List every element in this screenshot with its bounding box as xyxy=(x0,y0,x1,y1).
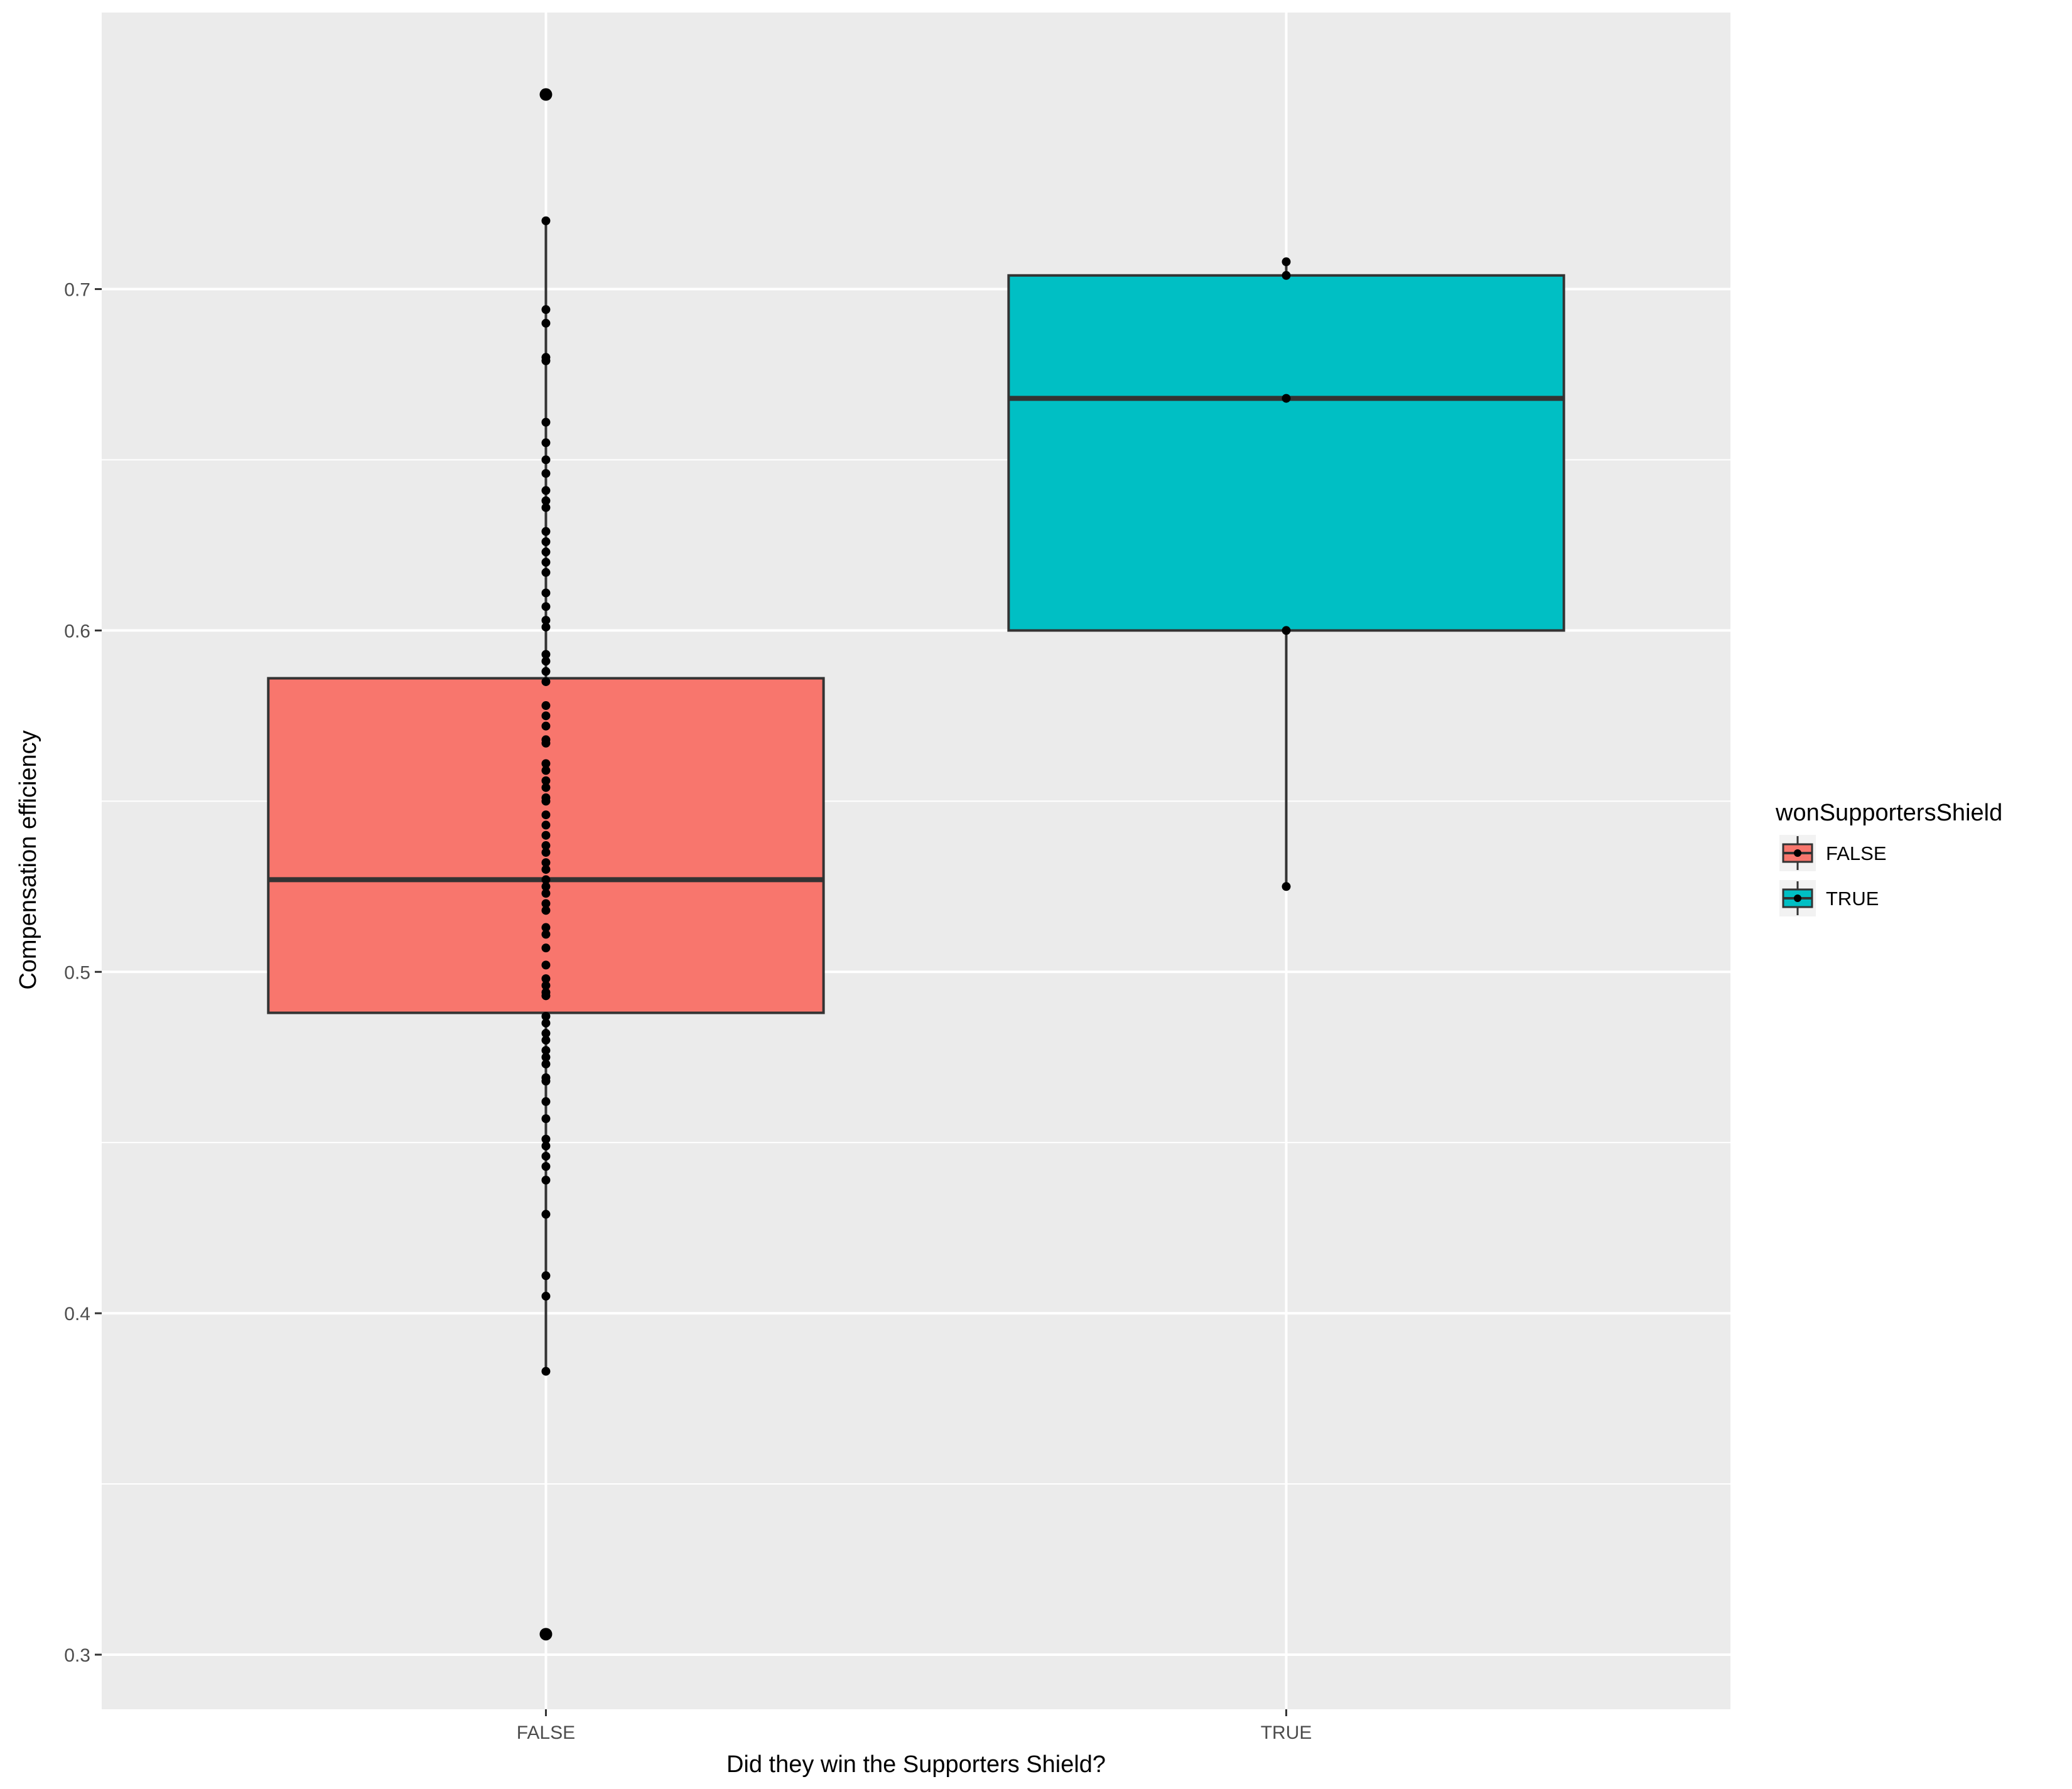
data-point xyxy=(541,677,551,686)
y-tick-label: 0.3 xyxy=(64,1645,90,1666)
data-point xyxy=(541,974,551,984)
data-point xyxy=(541,305,551,314)
data-point xyxy=(541,1046,551,1055)
data-point xyxy=(541,930,551,939)
data-point xyxy=(541,1011,551,1021)
data-point xyxy=(541,701,551,711)
data-point xyxy=(541,1029,551,1038)
data-point xyxy=(1282,394,1291,403)
data-point xyxy=(541,455,551,465)
y-tick-label: 0.6 xyxy=(64,621,90,642)
data-point xyxy=(541,991,551,1001)
data-point xyxy=(541,1114,551,1124)
data-point xyxy=(541,810,551,820)
data-point xyxy=(541,650,551,659)
data-point xyxy=(541,318,551,328)
data-point xyxy=(541,899,551,908)
data-point xyxy=(541,923,551,932)
data-point xyxy=(541,657,551,666)
y-axis-title: Compensation efficiency xyxy=(15,730,41,989)
data-point xyxy=(541,1291,551,1301)
legend-key-point xyxy=(1794,894,1801,902)
data-point xyxy=(541,1053,551,1062)
legend-key-point xyxy=(1794,849,1801,857)
data-point xyxy=(541,1367,551,1376)
data-point xyxy=(541,759,551,768)
data-point xyxy=(1282,882,1291,891)
data-point xyxy=(541,567,551,577)
data-point xyxy=(541,1141,551,1151)
data-point xyxy=(541,1060,551,1069)
y-tick-label: 0.7 xyxy=(64,280,90,301)
x-axis: FALSE TRUE xyxy=(517,1709,1312,1743)
x-axis-title: Did they win the Supporters Shield? xyxy=(726,1751,1106,1778)
data-point xyxy=(541,882,551,891)
data-point xyxy=(541,1018,551,1028)
data-point xyxy=(541,216,551,225)
data-point xyxy=(541,943,551,953)
data-point xyxy=(541,1151,551,1161)
data-point xyxy=(541,1134,551,1144)
legend-label-false: FALSE xyxy=(1826,842,1887,864)
data-point xyxy=(541,889,551,898)
data-point xyxy=(541,1176,551,1185)
data-point xyxy=(1282,271,1291,280)
data-point xyxy=(541,547,551,557)
data-point xyxy=(541,1077,551,1086)
data-point xyxy=(541,776,551,785)
data-point xyxy=(541,858,551,868)
data-point xyxy=(541,847,551,857)
data-point xyxy=(541,622,551,631)
data-point xyxy=(541,486,551,495)
data-point xyxy=(541,1162,551,1171)
y-axis: 0.3 0.4 0.5 0.6 0.7 xyxy=(64,280,102,1666)
x-tick-label: FALSE xyxy=(517,1722,575,1743)
data-point xyxy=(541,960,551,970)
legend: wonSupportersShield FALSE TRUE xyxy=(1775,800,2002,916)
data-point xyxy=(541,906,551,915)
data-point xyxy=(541,865,551,874)
data-point xyxy=(541,841,551,851)
data-point xyxy=(541,602,551,611)
data-point xyxy=(541,356,551,365)
legend-title: wonSupportersShield xyxy=(1775,800,2002,826)
data-point xyxy=(541,1271,551,1281)
data-point xyxy=(541,766,551,775)
data-point xyxy=(541,783,551,792)
data-point xyxy=(541,721,551,731)
data-point xyxy=(541,90,551,99)
data-point xyxy=(541,438,551,448)
data-point xyxy=(541,503,551,512)
y-tick-label: 0.4 xyxy=(64,1304,90,1324)
data-point xyxy=(541,1036,551,1045)
y-tick-label: 0.5 xyxy=(64,962,90,983)
data-point xyxy=(541,711,551,721)
data-point xyxy=(541,588,551,598)
data-point xyxy=(541,738,551,748)
data-point xyxy=(541,557,551,567)
data-point xyxy=(541,797,551,806)
data-point xyxy=(541,667,551,676)
data-point xyxy=(1282,257,1291,267)
data-point xyxy=(541,417,551,427)
data-point xyxy=(541,1097,551,1106)
legend-keys: FALSE TRUE xyxy=(1779,835,1887,916)
data-point xyxy=(541,1210,551,1219)
data-point xyxy=(541,527,551,536)
data-point xyxy=(541,820,551,830)
data-points xyxy=(539,88,1291,1641)
data-point xyxy=(541,1630,551,1639)
data-point xyxy=(541,537,551,546)
legend-label-true: TRUE xyxy=(1826,888,1879,910)
data-point xyxy=(541,981,551,991)
data-point xyxy=(541,875,551,884)
data-point xyxy=(541,830,551,840)
data-point xyxy=(541,616,551,625)
x-tick-label: TRUE xyxy=(1261,1722,1312,1743)
data-point xyxy=(541,469,551,478)
box-true xyxy=(1007,274,1565,632)
data-point xyxy=(1282,626,1291,635)
data-point xyxy=(541,496,551,505)
